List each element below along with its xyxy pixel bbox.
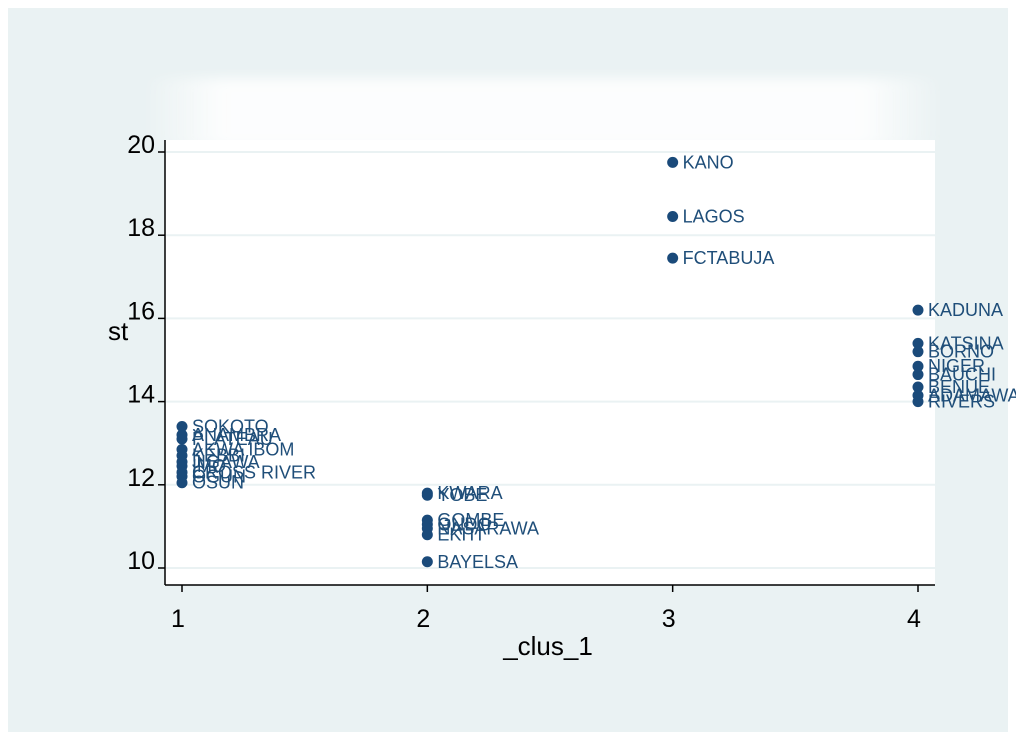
data-point xyxy=(421,556,433,568)
y-axis-title: st xyxy=(108,316,129,346)
data-point xyxy=(912,304,924,316)
data-point xyxy=(421,529,433,541)
data-point xyxy=(912,337,924,349)
data-point xyxy=(912,369,924,381)
data-point xyxy=(912,346,924,358)
data-point-label: CROSS RIVER xyxy=(192,462,316,482)
data-point-label: YOBE xyxy=(437,485,487,505)
data-point-label: JIGAWA xyxy=(192,452,260,472)
data-point-label: BORNO xyxy=(928,342,994,362)
data-point-label: EKITI xyxy=(437,525,482,545)
data-point-label: ONDO xyxy=(437,514,491,534)
data-point-label: AKWA IBOM xyxy=(192,439,294,459)
data-point-label: FCTABUJA xyxy=(683,248,775,268)
y-tick-label: 20 xyxy=(127,131,155,159)
data-point xyxy=(912,381,924,393)
scan-smudge xyxy=(143,78,943,148)
data-point-label: BAYELSA xyxy=(437,552,518,572)
data-point-label: GOMBE xyxy=(437,510,504,530)
data-point xyxy=(176,433,188,445)
y-tick-label: 16 xyxy=(127,297,155,325)
data-point xyxy=(667,210,679,222)
x-axis-title: _clus_1 xyxy=(502,631,593,661)
data-point xyxy=(176,421,188,433)
x-tick-label: 1 xyxy=(171,605,185,633)
data-point-label: NIGER xyxy=(928,356,985,376)
data-point xyxy=(421,489,433,501)
data-point-label: BENUE xyxy=(928,377,990,397)
data-point xyxy=(176,477,188,489)
data-point-label: NASARAWA xyxy=(437,518,539,538)
data-point-label: SOKOTO xyxy=(192,417,269,437)
data-point-label: ADAMAWA xyxy=(928,385,1016,405)
data-point-label: BAUCHI xyxy=(928,365,996,385)
y-tick-label: 12 xyxy=(127,464,155,492)
data-point-label: PLATEAU xyxy=(192,429,273,449)
data-point-label: KWARA xyxy=(437,483,502,503)
data-points: KANO LAGOS FCTABUJA KADUNA KATSINABORNONIGER… xyxy=(176,152,1016,572)
data-point-label: KATSINA xyxy=(928,333,1004,353)
data-point-label: RIVERS xyxy=(928,392,995,412)
x-tick-label: 4 xyxy=(907,605,921,633)
x-tick-label: 2 xyxy=(416,605,430,633)
data-point-label: OSUN xyxy=(192,473,244,493)
data-point-label: OGUN xyxy=(192,466,246,486)
y-tick-label: 14 xyxy=(127,381,155,409)
gridlines xyxy=(166,151,935,569)
y-axis-ticks: 10 12 14 16 18 20 xyxy=(127,131,165,575)
data-point xyxy=(667,252,679,264)
data-point-label: KADUNA xyxy=(928,300,1003,320)
x-tick-label: 3 xyxy=(662,605,676,633)
x-axis-ticks: 1 2 3 4 xyxy=(171,585,921,633)
y-tick-label: 10 xyxy=(127,547,155,575)
plot-area xyxy=(165,140,935,585)
data-point xyxy=(912,396,924,408)
y-tick-label: 18 xyxy=(127,214,155,242)
data-point-label: KEBBI xyxy=(192,446,245,466)
data-point xyxy=(912,360,924,372)
data-point-label: KANO xyxy=(683,152,734,172)
data-point-label: IMO xyxy=(192,456,226,476)
data-point xyxy=(667,156,679,168)
data-point-label: LAGOS xyxy=(683,206,745,226)
data-point-label: ANAMBRA xyxy=(192,425,281,445)
